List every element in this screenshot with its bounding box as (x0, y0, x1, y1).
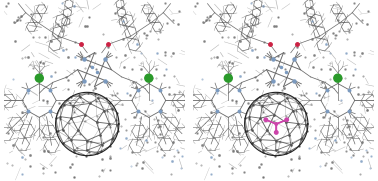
Circle shape (264, 118, 268, 121)
Circle shape (224, 74, 232, 82)
Circle shape (334, 74, 342, 82)
Circle shape (275, 123, 277, 125)
Circle shape (35, 74, 43, 82)
Circle shape (145, 74, 153, 82)
Circle shape (274, 131, 278, 134)
Circle shape (285, 118, 288, 121)
